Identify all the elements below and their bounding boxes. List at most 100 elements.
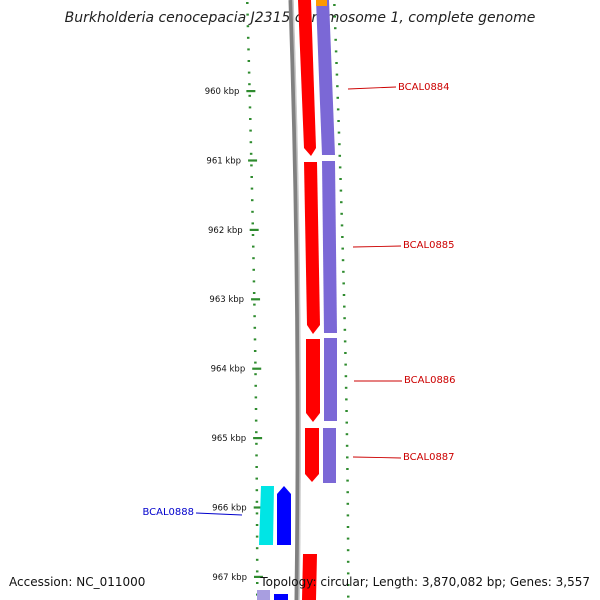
gene-label[interactable]: BCAL0886 bbox=[404, 375, 456, 386]
gene-bcal0885[interactable] bbox=[304, 162, 320, 334]
cyan-cog-block[interactable] bbox=[259, 486, 274, 545]
scale-major-tick bbox=[252, 367, 262, 370]
outer-dot bbox=[334, 38, 337, 41]
inner-dot bbox=[255, 489, 259, 492]
scale-label: 966 kbp bbox=[212, 503, 247, 513]
outer-dot bbox=[346, 560, 350, 563]
gene-label[interactable]: BCAL0885 bbox=[403, 240, 455, 251]
inner-dot bbox=[255, 477, 258, 480]
gene-next[interactable] bbox=[302, 554, 317, 600]
outer-dot bbox=[334, 50, 338, 53]
inner-dot bbox=[254, 408, 258, 410]
outer-dot bbox=[346, 572, 350, 575]
outer-dot bbox=[341, 236, 344, 238]
gene-bcal0887[interactable] bbox=[305, 428, 319, 482]
inner-dot bbox=[250, 164, 253, 167]
inner-dot bbox=[255, 582, 259, 584]
outer-dot bbox=[340, 224, 344, 227]
outer-dot bbox=[343, 340, 347, 343]
inner-dot bbox=[249, 118, 252, 120]
scale-major-tick bbox=[248, 159, 258, 162]
cog-track bbox=[316, 0, 337, 483]
minus-strand-genes bbox=[257, 486, 291, 600]
inner-dot bbox=[255, 558, 259, 561]
inner-dot bbox=[246, 2, 249, 4]
scale-label: 960 kbp bbox=[205, 87, 240, 97]
inner-dot bbox=[252, 268, 255, 271]
inner-dot bbox=[253, 350, 257, 352]
outer-dot bbox=[343, 305, 346, 308]
outer-dot bbox=[346, 468, 349, 470]
inner-dot bbox=[248, 94, 251, 97]
outer-dot bbox=[346, 502, 350, 505]
inner-dot bbox=[250, 199, 254, 202]
gene-bcal0888[interactable] bbox=[277, 486, 291, 545]
outer-dot bbox=[346, 514, 350, 517]
gene-bcal0886[interactable] bbox=[306, 339, 320, 422]
cog-block-4[interactable] bbox=[323, 428, 336, 483]
inner-tick-ring: 960 kbp 961 kbp 962 kbp 963 kbp 964 kbp 965 k… bbox=[205, 2, 263, 596]
outer-dot bbox=[341, 259, 345, 262]
inner-dot bbox=[255, 512, 259, 515]
outer-dot bbox=[346, 491, 349, 494]
gene-bcal0883[interactable] bbox=[298, 0, 316, 156]
outer-dot bbox=[346, 549, 350, 552]
inner-dot bbox=[255, 431, 258, 434]
outer-dot bbox=[345, 410, 348, 412]
inner-dot bbox=[251, 245, 255, 248]
gene-label-leader bbox=[352, 245, 402, 248]
gene-label-leader bbox=[195, 512, 243, 516]
orange-block[interactable] bbox=[316, 0, 327, 6]
inner-dot bbox=[255, 454, 258, 457]
lavender-bottom-block[interactable] bbox=[257, 590, 270, 600]
scale-label: 961 kbp bbox=[206, 156, 241, 166]
inner-dot bbox=[255, 570, 259, 573]
outer-tick-ring bbox=[333, 4, 350, 598]
inner-dot bbox=[252, 280, 256, 283]
outer-dot bbox=[335, 62, 338, 64]
inner-dot bbox=[249, 129, 252, 132]
summary-text: Topology: circular; Length: 3,870,082 bp… bbox=[260, 575, 590, 589]
inner-dot bbox=[250, 176, 253, 178]
outer-dot bbox=[340, 201, 343, 204]
outer-dot bbox=[345, 444, 349, 447]
gene-label[interactable]: BCAL0887 bbox=[403, 452, 455, 463]
inner-dot bbox=[255, 466, 258, 468]
inner-dot bbox=[255, 442, 258, 445]
outer-dot bbox=[338, 166, 342, 169]
cog-block-3[interactable] bbox=[324, 338, 337, 421]
inner-dot bbox=[246, 13, 249, 16]
outer-dot bbox=[343, 328, 347, 331]
gene-label-leader bbox=[347, 86, 397, 90]
inner-dot bbox=[249, 152, 253, 155]
outer-dot bbox=[344, 375, 348, 378]
scale-label: 963 kbp bbox=[209, 295, 244, 305]
inner-dot bbox=[254, 396, 258, 399]
blue-bottom-block[interactable] bbox=[274, 594, 288, 600]
accession-text: Accession: NC_011000 bbox=[9, 575, 146, 589]
scale-major-tick bbox=[253, 575, 263, 578]
inner-dot bbox=[247, 60, 251, 62]
gene-label-leader bbox=[352, 456, 402, 459]
inner-dot bbox=[249, 141, 253, 144]
scale-major-tick bbox=[251, 298, 261, 301]
inner-dot bbox=[248, 83, 251, 86]
cog-block-2[interactable] bbox=[322, 161, 337, 333]
inner-dot bbox=[252, 292, 256, 294]
scale-label: 965 kbp bbox=[211, 434, 246, 444]
outer-dot bbox=[340, 212, 343, 215]
outer-dot bbox=[338, 154, 342, 157]
inner-dot bbox=[251, 210, 254, 213]
inner-dot bbox=[248, 106, 252, 109]
outer-dot bbox=[346, 584, 350, 586]
outer-dot bbox=[337, 131, 341, 134]
scale-major-tick bbox=[249, 228, 259, 231]
gene-label[interactable]: BCAL0884 bbox=[398, 82, 450, 93]
outer-dot bbox=[345, 421, 349, 424]
cog-block-1[interactable] bbox=[316, 0, 335, 155]
outer-dot bbox=[339, 178, 342, 180]
outer-dot bbox=[333, 27, 337, 30]
gene-label[interactable]: BCAL0888 bbox=[142, 507, 194, 518]
inner-dot bbox=[254, 384, 257, 387]
